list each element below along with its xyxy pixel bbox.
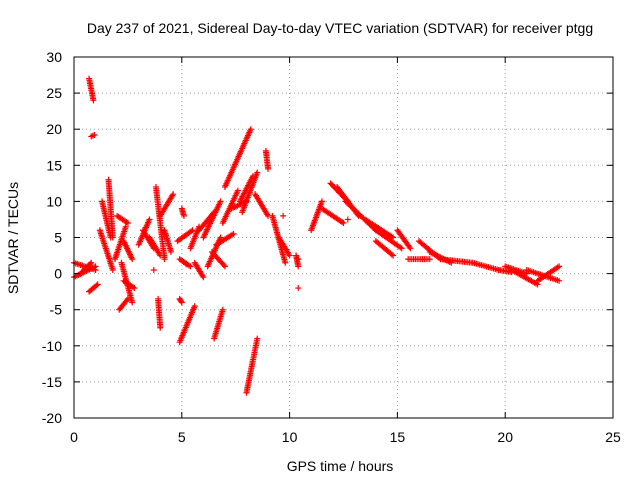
x-tick-label: 0 [70, 429, 78, 445]
data-point [168, 248, 175, 255]
axis-ticks: 0 5 10 15 20 25 -20 -15 -10 -5 0 5 10 15 20 25 30 [42, 49, 621, 445]
data-point [188, 228, 195, 235]
data-point [187, 263, 194, 270]
data-point [295, 263, 302, 270]
data-point [398, 245, 405, 252]
y-tick-label: 0 [54, 266, 62, 282]
y-tick-label: 25 [46, 85, 62, 101]
data-point [186, 262, 193, 269]
data-point [123, 297, 130, 304]
y-tick-label: 30 [46, 49, 62, 65]
data-point [123, 219, 130, 226]
data-point [124, 295, 131, 302]
data-point [183, 261, 190, 268]
data-point [234, 187, 241, 194]
data-point [249, 173, 256, 180]
y-tick-label: 5 [54, 230, 62, 246]
data-point [280, 212, 287, 219]
data-point [88, 259, 95, 266]
data-series-sdtvar [71, 75, 563, 396]
data-point [286, 252, 293, 259]
data-point [92, 263, 99, 270]
data-point [94, 281, 101, 288]
data-point [230, 230, 237, 237]
data-point [109, 234, 116, 241]
data-point [124, 220, 131, 227]
data-point [406, 243, 413, 250]
data-point [170, 191, 177, 198]
data-point [556, 263, 563, 270]
data-point [191, 303, 198, 310]
x-tick-label: 5 [178, 429, 186, 445]
data-point [178, 298, 185, 305]
data-point [189, 227, 196, 234]
data-point [295, 256, 302, 263]
y-tick-label: 15 [46, 157, 62, 173]
data-point [265, 165, 272, 172]
data-point [340, 220, 347, 227]
data-point [91, 131, 98, 138]
y-tick-label: -20 [42, 410, 62, 426]
data-point [219, 306, 226, 313]
data-point [180, 212, 187, 219]
data-point [407, 245, 414, 252]
data-point [282, 259, 289, 266]
data-point [130, 284, 137, 291]
y-tick-label: -5 [50, 302, 63, 318]
data-point [131, 285, 138, 292]
data-point [109, 266, 116, 273]
data-point [129, 256, 136, 263]
data-point [220, 262, 227, 269]
data-point [254, 169, 261, 176]
data-point [556, 277, 563, 284]
data-point [295, 285, 302, 292]
data-point [90, 97, 97, 104]
data-point [157, 324, 164, 331]
x-tick-label: 10 [282, 429, 298, 445]
grid [74, 57, 613, 418]
y-tick-label: 20 [46, 121, 62, 137]
data-point [390, 252, 397, 259]
data-point [217, 198, 224, 205]
y-tick-label: -15 [42, 374, 62, 390]
data-point [161, 256, 168, 263]
data-point [344, 216, 351, 223]
data-point [178, 299, 185, 306]
data-point [122, 223, 129, 230]
data-point [200, 274, 207, 281]
data-point [150, 266, 157, 273]
x-tick-label: 15 [390, 429, 406, 445]
data-point [426, 256, 433, 263]
data-point [254, 335, 261, 342]
data-point [87, 260, 94, 267]
data-point [93, 282, 100, 289]
y-axis-label: SDTVAR / TECUs [5, 182, 21, 294]
data-point [318, 198, 325, 205]
x-axis-label: GPS time / hours [287, 458, 394, 474]
data-point [221, 263, 228, 270]
data-point [388, 251, 395, 258]
chart-title: Day 237 of 2021, Sidereal Day-to-day VTE… [87, 20, 593, 36]
data-point [247, 126, 254, 133]
x-tick-label: 20 [497, 429, 513, 445]
y-tick-label: -10 [42, 338, 62, 354]
y-tick-label: 10 [46, 193, 62, 209]
data-point [129, 299, 136, 306]
x-tick-label: 25 [605, 429, 621, 445]
data-point [146, 216, 153, 223]
